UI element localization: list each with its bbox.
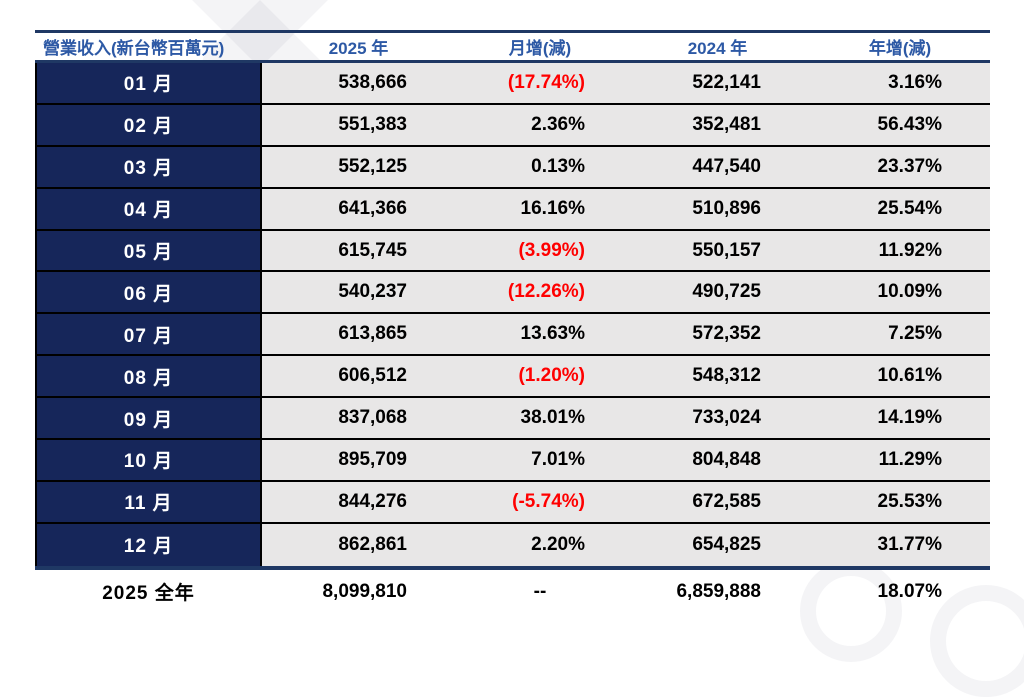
table-footer-row: 2025 全年 8,099,810 -- 6,859,888 18.07% [35,570,990,614]
mom-change-value: 2.20% [455,523,625,566]
mom-change-value: 38.01% [455,398,625,439]
mom-change-value: 13.63% [455,314,625,355]
column-header-2025: 2025 年 [328,39,389,58]
revenue-2025-value: 641,366 [262,188,455,229]
yoy-change-value: 3.16% [810,63,990,103]
table-top-rule [35,30,990,33]
table-title: 營業收入(新台幣百萬元) [43,39,225,58]
table-body: 01 月 538,666 (17.74%) 522,141 3.16% 02 月… [35,63,990,566]
table-row: 06 月 540,237 (12.26%) 490,725 10.09% [35,272,990,315]
yoy-change-value: 10.61% [810,356,990,397]
mom-change-value: 2.36% [455,104,625,145]
month-label: 02 月 [35,104,262,145]
table-header-row: 營業收入(新台幣百萬元) 2025 年 月增(減) 2024 年 年增(減) [35,33,990,63]
yoy-change-value: 23.37% [810,146,990,187]
mom-change-value: (12.26%) [455,272,625,313]
month-label: 12 月 [35,523,262,566]
revenue-2024-value: 804,848 [625,440,810,480]
yoy-change-value: 10.09% [810,272,990,313]
revenue-2024-value: 672,585 [625,481,810,522]
footer-separator-rule [35,565,990,570]
footer-year-label: 2025 全年 [102,583,195,605]
yoy-change-value: 25.54% [810,188,990,229]
yoy-change-value: 7.25% [810,314,990,355]
month-label: 06 月 [35,272,262,313]
footer-revenue-2024: 6,859,888 [676,580,761,602]
month-label: 05 月 [35,230,262,271]
revenue-2024-value: 522,141 [625,63,810,103]
revenue-2025-value: 606,512 [262,356,455,397]
month-label: 09 月 [35,398,262,439]
table-row: 05 月 615,745 (3.99%) 550,157 11.92% [35,230,990,273]
revenue-2025-value: 615,745 [262,230,455,271]
revenue-2024-value: 572,352 [625,314,810,355]
mom-change-value: (17.74%) [455,63,625,103]
month-label: 01 月 [35,63,262,103]
table-row: 11 月 844,276 (-5.74%) 672,585 25.53% [35,481,990,524]
mom-change-value: 16.16% [455,188,625,229]
revenue-2025-value: 552,125 [262,146,455,187]
mom-change-value: (1.20%) [455,356,625,397]
table-row: 09 月 837,068 38.01% 733,024 14.19% [35,398,990,441]
table-row: 01 月 538,666 (17.74%) 522,141 3.16% [35,63,990,105]
yoy-change-value: 14.19% [810,398,990,439]
mom-change-value: (3.99%) [455,230,625,271]
yoy-change-value: 11.29% [810,440,990,480]
revenue-2024-value: 510,896 [625,188,810,229]
month-label: 07 月 [35,314,262,355]
revenue-2025-value: 862,861 [262,523,455,566]
table-row: 03 月 552,125 0.13% 447,540 23.37% [35,146,990,189]
footer-yoy-change: 18.07% [877,580,942,602]
footer-revenue-2025: 8,099,810 [322,580,407,602]
month-label: 10 月 [35,440,262,480]
table-row: 08 月 606,512 (1.20%) 548,312 10.61% [35,356,990,399]
revenue-2025-value: 895,709 [262,440,455,480]
month-label: 04 月 [35,188,262,229]
revenue-2024-value: 352,481 [625,104,810,145]
table-row: 07 月 613,865 13.63% 572,352 7.25% [35,314,990,357]
revenue-2024-value: 548,312 [625,356,810,397]
revenue-2024-value: 490,725 [625,272,810,313]
revenue-2025-value: 613,865 [262,314,455,355]
revenue-2024-value: 733,024 [625,398,810,439]
mom-change-value: (-5.74%) [455,481,625,522]
table-row: 12 月 862,861 2.20% 654,825 31.77% [35,523,990,566]
yoy-change-value: 56.43% [810,104,990,145]
table-row: 04 月 641,366 16.16% 510,896 25.54% [35,188,990,231]
revenue-2025-value: 837,068 [262,398,455,439]
column-header-2024: 2024 年 [687,39,748,58]
month-label: 03 月 [35,146,262,187]
revenue-2024-value: 550,157 [625,230,810,271]
revenue-2025-value: 538,666 [262,63,455,103]
yoy-change-value: 25.53% [810,481,990,522]
mom-change-value: 7.01% [455,440,625,480]
table-row: 02 月 551,383 2.36% 352,481 56.43% [35,104,990,147]
revenue-2024-value: 447,540 [625,146,810,187]
revenue-2025-value: 540,237 [262,272,455,313]
column-header-yoy: 年增(減) [868,39,932,58]
month-label: 11 月 [35,481,262,522]
yoy-change-value: 11.92% [810,230,990,271]
revenue-2024-value: 654,825 [625,523,810,566]
mom-change-value: 0.13% [455,146,625,187]
table-row: 10 月 895,709 7.01% 804,848 11.29% [35,440,990,482]
revenue-2025-value: 551,383 [262,104,455,145]
month-label: 08 月 [35,356,262,397]
column-header-mom: 月增(減) [508,39,572,58]
yoy-change-value: 31.77% [810,523,990,566]
footer-mom-change: -- [533,580,547,602]
revenue-2025-value: 844,276 [262,481,455,522]
revenue-table: 營業收入(新台幣百萬元) 2025 年 月增(減) 2024 年 年增(減) 0… [35,30,990,614]
